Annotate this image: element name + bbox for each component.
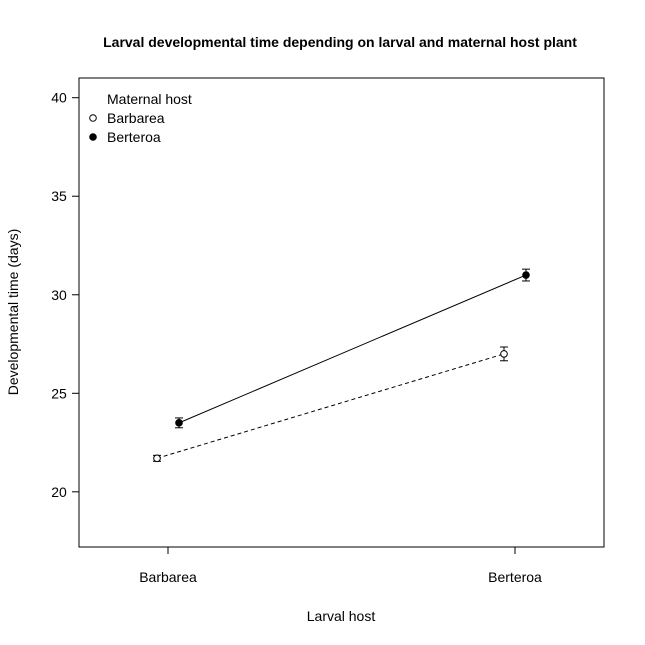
y-tick-label: 40 (51, 90, 67, 106)
data-point-berteroa-barbarea (175, 417, 183, 429)
y-tick-label: 35 (51, 188, 67, 204)
series-layer (153, 268, 530, 463)
legend-marker-berteroa (89, 133, 97, 141)
y-tick-label: 20 (51, 484, 67, 500)
y-tick-label: 25 (51, 385, 67, 401)
data-point-barbarea-berteroa (500, 346, 508, 362)
data-point-barbarea-barbarea (153, 454, 161, 463)
y-axis: 20 25 30 35 40 (51, 90, 80, 500)
legend-title: Maternal host (107, 91, 192, 107)
x-tick-label: Berteroa (488, 569, 542, 585)
legend: Maternal host Barbarea Berteroa (89, 91, 192, 145)
series-line-barbarea (156, 353, 505, 459)
x-axis: Barbarea Berteroa (139, 546, 542, 585)
legend-marker-barbarea (89, 114, 97, 122)
data-point-berteroa-berteroa (522, 268, 530, 282)
data-point-marker (500, 350, 508, 358)
plot-frame (78, 77, 605, 548)
data-point-marker (153, 454, 161, 463)
series-line-berteroa (178, 274, 527, 424)
y-axis-label: Developmental time (days) (5, 229, 21, 396)
data-point-marker (522, 271, 530, 279)
data-point-marker (175, 419, 183, 427)
legend-label-berteroa: Berteroa (107, 129, 161, 145)
x-axis-label: Larval host (307, 608, 376, 624)
x-tick-label: Barbarea (139, 569, 197, 585)
chart-title: Larval developmental time depending on l… (103, 34, 577, 50)
legend-label-barbarea: Barbarea (107, 110, 165, 126)
y-tick-label: 30 (51, 287, 67, 303)
